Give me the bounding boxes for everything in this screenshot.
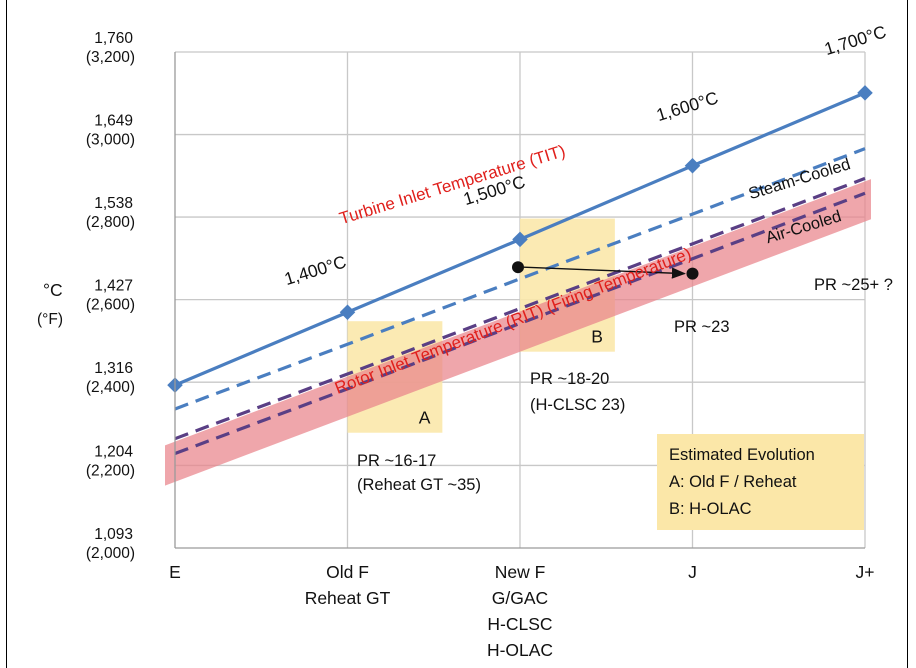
pr-annotation-b: PR ~18-20 [530, 370, 609, 388]
x-tick-label: H-OLAC [487, 640, 553, 660]
tit-series-label: Turbine Inlet Temperature (TIT) [337, 141, 568, 228]
x-tick-label: G/GAC [492, 588, 548, 608]
legend-item-1: B: H-OLAC [669, 500, 752, 518]
legend-box [657, 434, 864, 530]
series-marker-tit-2 [512, 231, 528, 248]
y-tick-label-f: (3,200) [86, 49, 135, 66]
y-tick-label-c: 1,760 [94, 30, 133, 47]
arrow-start-dot [512, 261, 524, 274]
series-line-1 [174, 147, 866, 411]
y-tick-label-c: 1,204 [94, 443, 133, 460]
pr-annotation-jplus: PR ~25+ ? [814, 276, 893, 294]
series-marker-tit-1 [339, 304, 356, 321]
y-tick-label-f: (3,000) [86, 132, 135, 149]
arrow-end-dot [686, 267, 699, 280]
y-tick-label-f: (2,000) [86, 545, 135, 562]
y-tick-label-f: (2,800) [86, 214, 135, 231]
series-line-3 [174, 191, 866, 456]
y-tick-label-c: 1,427 [94, 278, 133, 295]
chart-frame: 1,093 (2,000) 1,204 (2,200) 1,316 (2,400) 1,42… [6, 0, 908, 668]
evolution-arrow [523, 266, 686, 279]
pr-annotation-b-sub: (H-CLSC 23) [530, 396, 625, 414]
rit-band-area [165, 179, 871, 486]
y-tick-label-f: (2,400) [86, 379, 135, 396]
y-tick-label-c: 1,649 [94, 113, 133, 130]
tit-point-label-1: 1,400°C [282, 251, 349, 289]
legend-title: Estimated Evolution [669, 446, 815, 464]
x-tick-label: H-CLSC [487, 614, 552, 634]
y-axis-label: °C [43, 280, 63, 300]
series-group [167, 85, 873, 456]
y-tick-label-c: 1,316 [94, 360, 133, 377]
grid [175, 51, 866, 548]
y-tick-label-f: (2,200) [86, 462, 135, 479]
pr-annotation-a-sub: (Reheat GT ~35) [357, 476, 481, 494]
legend: Estimated Evolution A: Old F / Reheat B: H… [657, 434, 864, 530]
pr-annotation-a: PR ~16-17 [357, 452, 436, 470]
region-label-b: B [591, 327, 603, 347]
series-line-2 [174, 176, 866, 441]
tit-point-label-3: 1,600°C [654, 87, 721, 125]
x-tick-label: E [169, 562, 181, 582]
region-label-a: A [419, 408, 431, 428]
y-axis-label-unit: (°F) [37, 311, 63, 328]
y-tick-label-c: 1,538 [94, 195, 133, 212]
y-tick-label-c: 1,093 [94, 526, 133, 543]
x-tick-label: J+ [856, 562, 875, 582]
x-tick-label: Old F [326, 562, 369, 582]
x-tick-label: J [688, 562, 697, 582]
y-tick-label-f: (2,600) [86, 297, 135, 314]
x-tick-label: Reheat GT [305, 588, 391, 608]
axes: 1,093 (2,000) 1,204 (2,200) 1,316 (2,400) 1,42… [37, 30, 874, 660]
chart-svg: 1,093 (2,000) 1,204 (2,200) 1,316 (2,400) 1,42… [37, 21, 893, 660]
series-marker-tit-3 [684, 157, 701, 174]
pr-annotation-j: PR ~23 [674, 318, 730, 336]
legend-item-0: A: Old F / Reheat [669, 473, 797, 491]
series-marker-tit-4 [857, 85, 873, 101]
x-tick-label: New F [495, 562, 546, 582]
rit-band [165, 179, 871, 486]
tit-point-label-4: 1,700°C [822, 21, 889, 59]
